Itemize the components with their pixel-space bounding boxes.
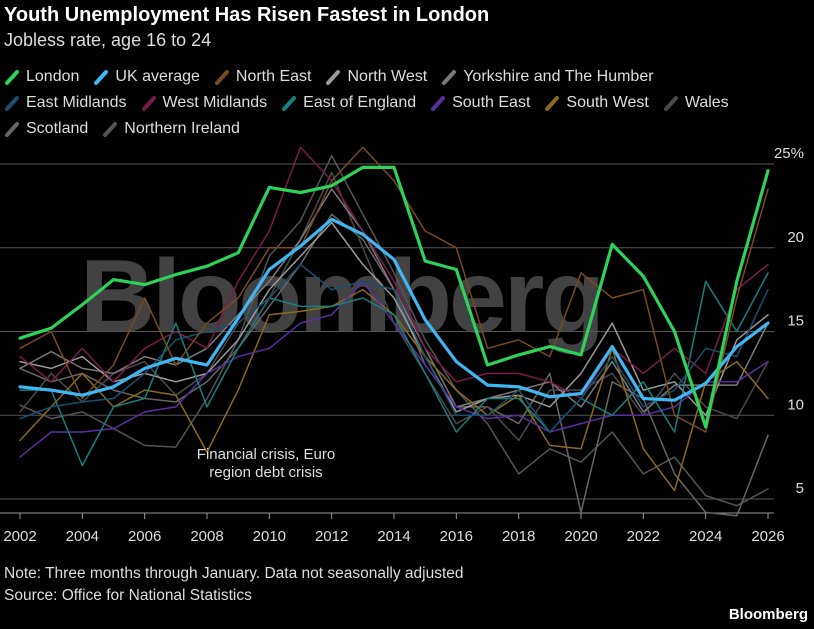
legend-item-south-east: South East: [430, 92, 530, 114]
legend-swatch: [4, 121, 20, 137]
series-line-south-east: [19, 280, 769, 458]
legend-item-yorkshire-and-the-humber: Yorkshire and The Humber: [441, 66, 654, 88]
series-line-north-west: [19, 221, 769, 417]
legend-item-north-east: North East: [214, 66, 312, 88]
series-line-northern-ireland: [19, 154, 769, 507]
x-tick-label: 2014: [377, 528, 410, 545]
legend-item-wales: Wales: [663, 92, 729, 114]
x-tick-label: 2012: [315, 528, 348, 545]
legend-label: Northern Ireland: [124, 120, 240, 137]
x-tick-label: 2024: [689, 528, 722, 545]
chart-annotation: Financial crisis, Euro region debt crisi…: [186, 446, 346, 482]
series-line-west-midlands: [19, 146, 769, 400]
legend-item-north-west: North West: [325, 66, 427, 88]
legend-swatch: [325, 69, 341, 85]
x-tick-label: 2002: [3, 528, 36, 545]
legend-label: East Midlands: [26, 94, 127, 111]
legend-item-london: London: [4, 66, 79, 88]
legend-swatch: [93, 69, 109, 85]
legend-swatch: [430, 95, 446, 111]
y-tick-label: 10: [787, 396, 804, 413]
series-line-east-of-england: [19, 272, 769, 467]
series-line-uk-average: [18, 217, 770, 402]
legend-label: East of England: [303, 94, 417, 111]
legend-label: UK average: [115, 68, 200, 85]
legend-swatch: [4, 69, 20, 85]
series-line-south-west: [19, 288, 769, 492]
x-tick-label: 2008: [190, 528, 223, 545]
legend-swatch: [141, 95, 157, 111]
x-tick-label: 2026: [751, 528, 784, 545]
chart-title: Youth Unemployment Has Risen Fastest in …: [4, 4, 490, 26]
annotation-line-1: Financial crisis, Euro: [196, 446, 336, 463]
legend-label: North West: [347, 68, 428, 85]
legend-label: Yorkshire and The Humber: [463, 68, 654, 85]
legend-label: South East: [452, 94, 531, 111]
line-chart: 5 10 15 20 25% 2002 2004 2006 2008 2010 2012 2014 20…: [0, 145, 804, 545]
legend-item-uk-average: UK average: [93, 66, 200, 88]
x-tick-label: 2020: [564, 528, 597, 545]
y-tick-label: 5: [796, 480, 804, 497]
x-tick-label: 2006: [128, 528, 161, 545]
legend-swatch: [281, 95, 297, 111]
x-tick-label: 2010: [253, 528, 286, 545]
legend-item-east-midlands: East Midlands: [4, 92, 127, 114]
source-note: Source: Office for National Statistics: [4, 587, 252, 604]
series-line-london: [18, 165, 770, 429]
x-tick-label: 2018: [502, 528, 535, 545]
legend-swatch: [4, 95, 20, 111]
bloomberg-logo: Bloomberg: [728, 606, 808, 623]
y-tick-label: 20: [787, 229, 804, 246]
chart-subtitle: Jobless rate, age 16 to 24: [4, 30, 212, 50]
x-tick-label: 2004: [66, 528, 99, 545]
legend-item-northern-ireland: Northern Ireland: [102, 118, 240, 140]
y-tick-label: 25%: [774, 145, 804, 162]
legend-swatch: [544, 95, 560, 111]
legend-swatch: [441, 69, 457, 85]
legend-item-south-west: South West: [544, 92, 649, 114]
legend-swatch: [102, 121, 118, 137]
legend-label: London: [26, 68, 80, 85]
legend-item-scotland: Scotland: [4, 118, 88, 140]
legend-swatch: [214, 69, 230, 85]
y-tick-label: 15: [787, 313, 804, 330]
x-tick-label: 2016: [440, 528, 473, 545]
legend-label: South West: [566, 94, 649, 111]
x-tick-label: 2022: [627, 528, 660, 545]
legend-label: North East: [235, 68, 312, 85]
legend-item-west-midlands: West Midlands: [141, 92, 268, 114]
footnote: Note: Three months through January. Data…: [4, 565, 464, 582]
legend-swatch: [663, 95, 679, 111]
legend-label: West Midlands: [162, 94, 268, 111]
chart-legend: London UK average North East North West York…: [4, 66, 804, 144]
legend-label: Wales: [684, 94, 729, 111]
series-line-north-east: [19, 146, 769, 433]
legend-label: Scotland: [26, 120, 89, 137]
legend-item-east-of-england: East of England: [281, 92, 416, 114]
series-line-east-midlands: [19, 263, 769, 433]
annotation-line-2: region debt crisis: [209, 464, 323, 481]
